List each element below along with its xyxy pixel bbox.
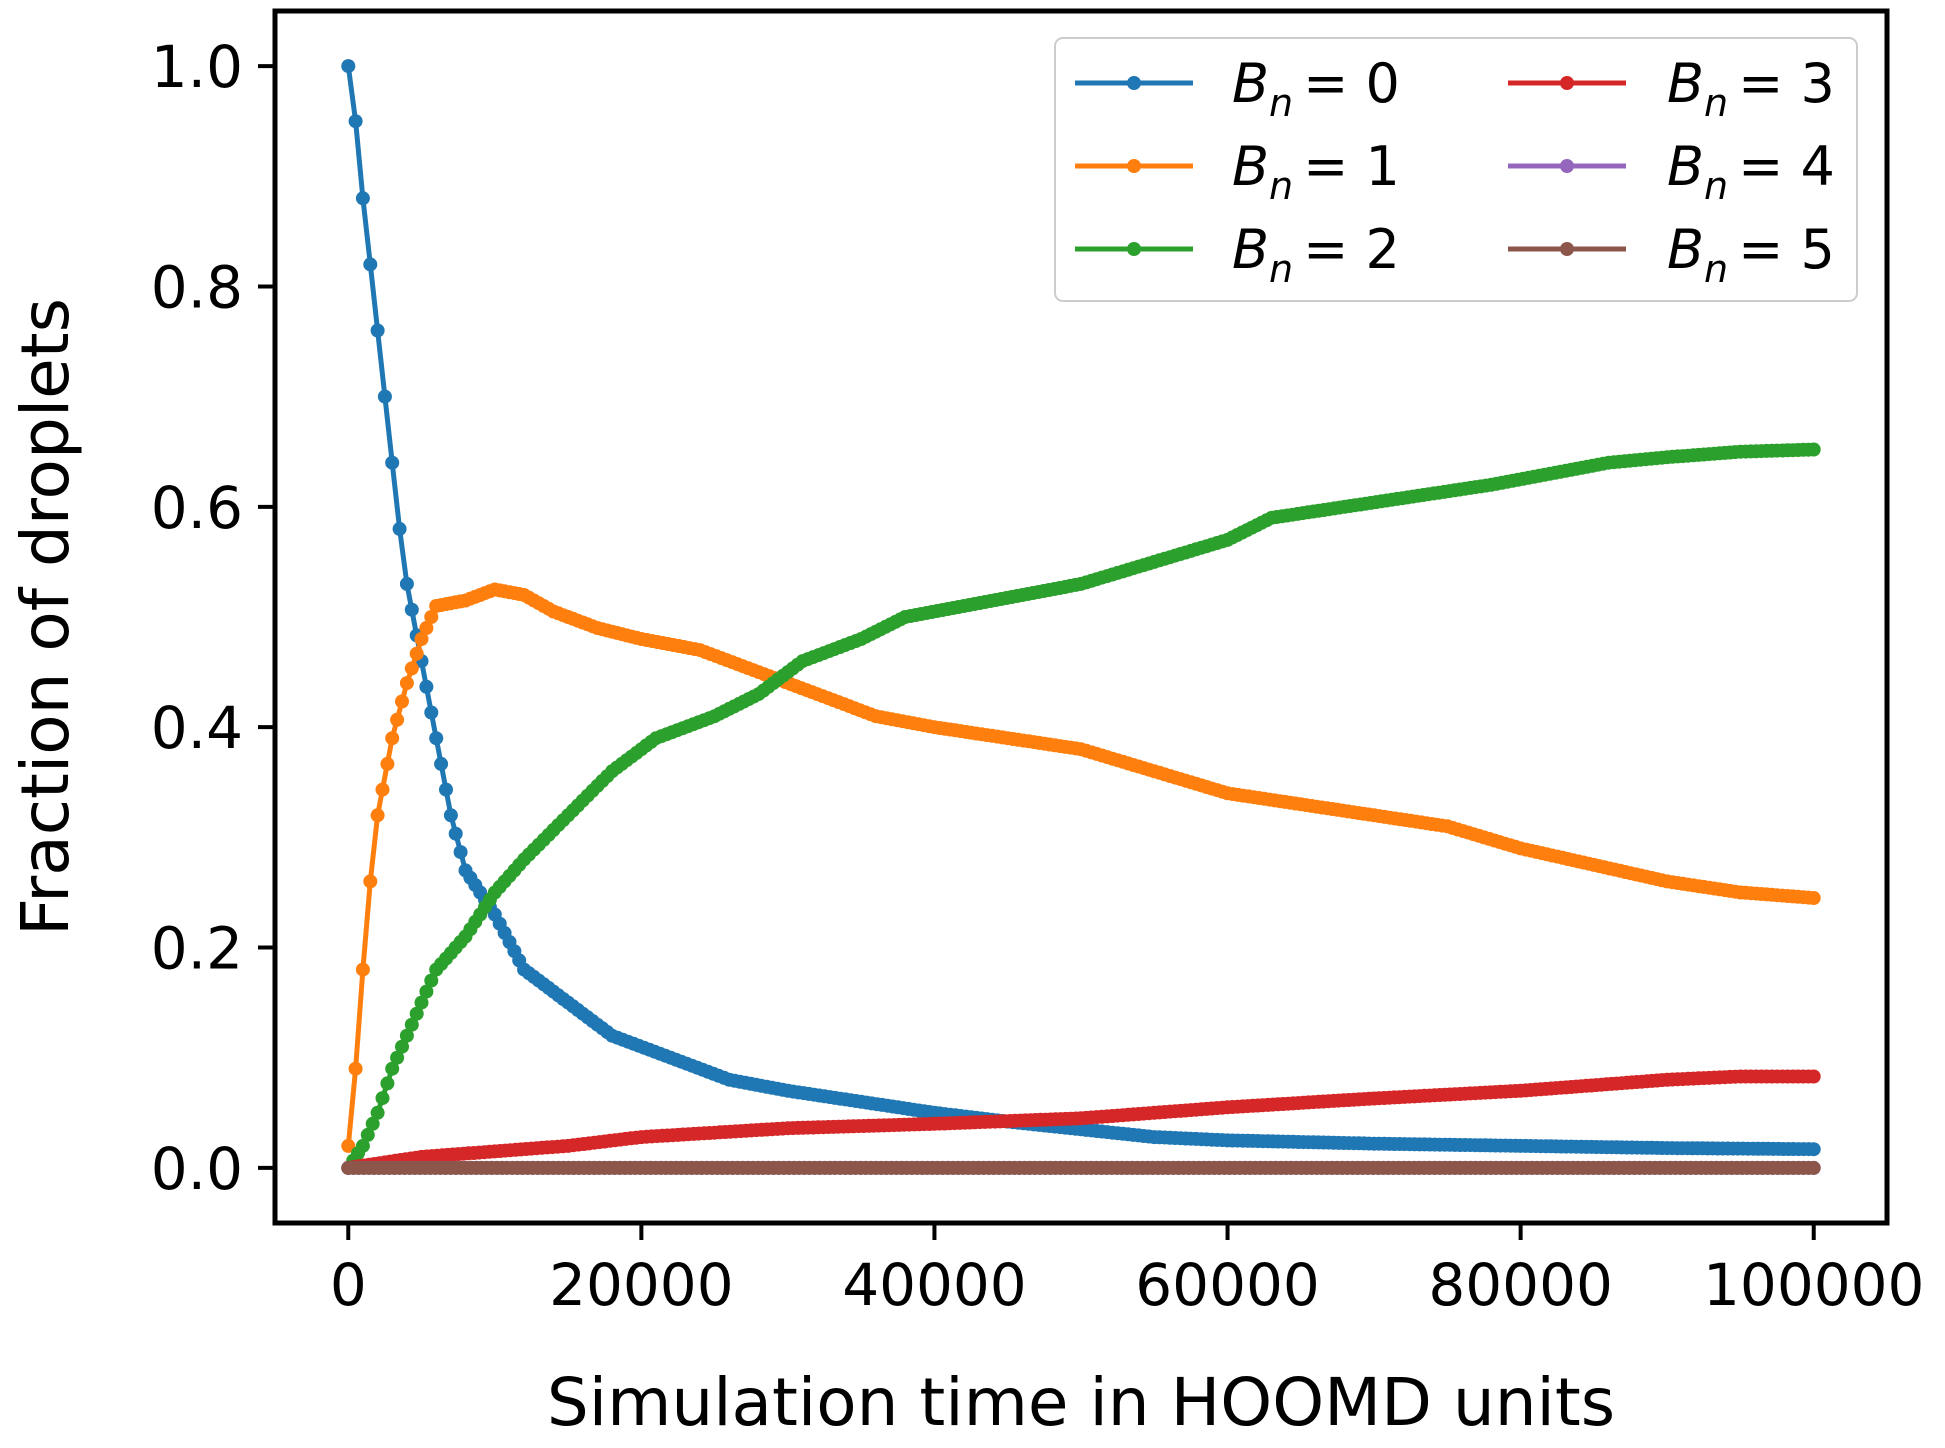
series-0-point: [419, 679, 434, 694]
legend: Bn = 0 Bn = 1 Bn = 2 Bn = 3 Bn = 4 Bn = 5: [1054, 37, 1858, 302]
series-0-point: [404, 602, 419, 617]
series-0-point: [453, 845, 468, 860]
series-2-point: [424, 973, 439, 988]
legend-entry-0: Bn = 0: [1075, 52, 1400, 125]
legend-entry-3: Bn = 3: [1508, 52, 1835, 125]
series-1-point: [1806, 891, 1821, 905]
legend-label: Bn = 1: [1232, 135, 1400, 208]
series-1-point: [404, 661, 419, 676]
series-5-point: [1806, 1160, 1821, 1175]
series-1-point: [355, 962, 370, 977]
series-0-point: [1806, 1142, 1821, 1157]
series-0: [341, 59, 1821, 1157]
series-2-point: [355, 1138, 370, 1153]
series-1-point: [399, 676, 414, 691]
series-1-point: [395, 694, 409, 709]
y-tick-label: 0.4: [151, 694, 243, 762]
series-1-point: [390, 712, 405, 727]
series-0-point: [424, 705, 439, 720]
x-tick-label: 20000: [549, 1251, 734, 1319]
legend-label: Bn = 2: [1232, 218, 1400, 291]
legend-marker: [1560, 242, 1574, 256]
legend-label: Bn = 5: [1667, 218, 1835, 291]
legend-marker: [1127, 76, 1141, 90]
x-axis-title: Simulation time in HOOMD units: [547, 1364, 1615, 1441]
series-1: [341, 582, 1821, 1153]
series-0-point: [348, 114, 363, 129]
series-2-point: [375, 1091, 390, 1106]
series-0-point: [392, 521, 407, 536]
legend-box: [1054, 37, 1858, 302]
series-0-point: [439, 782, 453, 797]
series-2-point: [395, 1039, 409, 1054]
series-5: [341, 1160, 1821, 1175]
series-1-point: [375, 782, 390, 797]
series-0-point: [377, 389, 392, 404]
x-tick-label: 80000: [1428, 1251, 1613, 1319]
series-1-point: [385, 731, 400, 746]
x-axis: 0 20000 40000 60000 80000 100000: [330, 1223, 1924, 1319]
series-2: [341, 442, 1821, 1175]
series-0-point: [448, 826, 463, 841]
series-2-point: [360, 1127, 375, 1142]
y-tick-label: 1.0: [151, 33, 243, 101]
series-2-point: [1806, 442, 1821, 457]
series-0-point: [443, 808, 458, 823]
series-0-point: [370, 323, 385, 338]
legend-entry-1: Bn = 1: [1075, 135, 1400, 208]
legend-label: Bn = 0: [1232, 52, 1400, 125]
series-1-point: [424, 610, 439, 624]
series-2-point: [409, 1006, 424, 1021]
legend-marker: [1127, 242, 1141, 256]
series-2-point: [399, 1028, 414, 1043]
series-2-point: [370, 1105, 385, 1120]
y-tick-label: 0.8: [151, 253, 243, 321]
series-2-point: [419, 984, 434, 999]
x-tick-label: 100000: [1703, 1251, 1924, 1319]
series-1-point: [409, 646, 424, 661]
y-axis: 0.0 0.2 0.4 0.6 0.8 1.0: [151, 33, 275, 1203]
series-0-point: [341, 59, 356, 74]
series-0-point: [399, 576, 414, 591]
legend-entry-2: Bn = 2: [1075, 218, 1400, 291]
series-2-point: [414, 995, 429, 1010]
plot-frame: [272, 8, 1890, 1226]
series-0-point: [434, 756, 449, 771]
series-1-point: [380, 756, 395, 771]
series-2-point: [380, 1076, 395, 1091]
series-1-point: [419, 621, 434, 635]
series-1-point: [363, 874, 378, 889]
series-2-point: [365, 1116, 380, 1131]
legend-label: Bn = 3: [1667, 52, 1835, 125]
y-tick-label: 0.0: [151, 1135, 243, 1203]
legend-entry-5: Bn = 5: [1508, 218, 1835, 291]
series-0-point: [385, 455, 400, 470]
legend-label: Bn = 4: [1667, 135, 1835, 208]
legend-marker: [1127, 159, 1141, 173]
legend-marker: [1560, 159, 1574, 173]
series-1-point: [370, 808, 385, 823]
series-1-point: [341, 1138, 356, 1153]
legend-marker: [1560, 76, 1574, 90]
y-tick-label: 0.2: [151, 915, 243, 983]
series-3-point: [1806, 1069, 1821, 1084]
legend-entry-4: Bn = 4: [1508, 135, 1835, 208]
y-axis-title: Fraction of droplets: [7, 298, 84, 936]
series-1-point: [348, 1061, 363, 1076]
y-tick-label: 0.6: [151, 474, 243, 542]
series-0-point: [355, 191, 370, 206]
x-tick-label: 40000: [842, 1251, 1027, 1319]
series-0-point: [429, 731, 444, 746]
series-2-point: [404, 1017, 419, 1032]
series-0-point: [363, 257, 378, 272]
series-2-point: [385, 1061, 400, 1076]
x-tick-label: 60000: [1135, 1251, 1320, 1319]
series-3: [341, 1069, 1821, 1175]
series-2-point: [390, 1050, 405, 1065]
series-1-point: [414, 632, 429, 646]
x-tick-label: 0: [330, 1251, 367, 1319]
series-layer: [341, 59, 1821, 1175]
